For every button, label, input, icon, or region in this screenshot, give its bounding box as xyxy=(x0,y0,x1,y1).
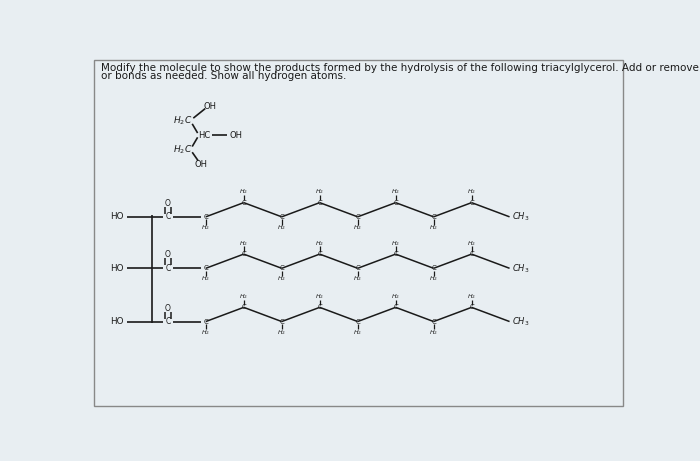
Text: C: C xyxy=(393,251,398,257)
Text: C: C xyxy=(356,319,360,325)
Text: $H_2$: $H_2$ xyxy=(239,188,248,196)
Text: $H_2$: $H_2$ xyxy=(277,274,286,284)
Text: $H_2$: $H_2$ xyxy=(353,328,362,337)
Text: C: C xyxy=(204,319,208,325)
Text: C: C xyxy=(241,200,246,206)
Text: $H_2$: $H_2$ xyxy=(239,239,248,248)
Text: OH: OH xyxy=(203,102,216,111)
Text: $H_2$: $H_2$ xyxy=(315,292,324,301)
Text: or bonds as needed. Show all hydrogen atoms.: or bonds as needed. Show all hydrogen at… xyxy=(101,71,346,81)
Text: C: C xyxy=(317,200,322,206)
Text: C: C xyxy=(431,265,436,272)
Text: C: C xyxy=(393,200,398,206)
Text: C: C xyxy=(431,319,436,325)
Text: $H_2$: $H_2$ xyxy=(239,292,248,301)
Text: $H_2$: $H_2$ xyxy=(315,188,324,196)
Text: $H_2$: $H_2$ xyxy=(353,274,362,284)
Text: $H_2$: $H_2$ xyxy=(201,223,210,232)
Text: HC: HC xyxy=(198,130,210,140)
Text: $H_2C$: $H_2C$ xyxy=(173,143,192,156)
Text: HO: HO xyxy=(111,317,124,326)
Text: Modify the molecule to show the products formed by the hydrolysis of the followi: Modify the molecule to show the products… xyxy=(101,63,700,73)
Text: OH: OH xyxy=(229,130,242,140)
Text: $H_2$: $H_2$ xyxy=(391,292,400,301)
Text: C: C xyxy=(165,264,170,273)
Text: C: C xyxy=(241,304,246,310)
Text: $H_2$: $H_2$ xyxy=(429,274,438,284)
Text: $H_2$: $H_2$ xyxy=(277,328,286,337)
Text: HO: HO xyxy=(111,264,124,273)
Text: $H_2$: $H_2$ xyxy=(277,223,286,232)
Text: HO: HO xyxy=(111,213,124,221)
Text: OH: OH xyxy=(195,160,208,169)
Text: $H_2C$: $H_2C$ xyxy=(173,115,192,127)
Text: $H_2$: $H_2$ xyxy=(201,274,210,284)
Text: C: C xyxy=(469,304,474,310)
Text: $H_2$: $H_2$ xyxy=(315,239,324,248)
Text: C: C xyxy=(469,200,474,206)
Text: C: C xyxy=(165,317,170,326)
Text: C: C xyxy=(165,213,170,221)
Text: C: C xyxy=(279,265,284,272)
Text: C: C xyxy=(279,319,284,325)
Text: O: O xyxy=(165,199,171,208)
Text: C: C xyxy=(241,251,246,257)
FancyBboxPatch shape xyxy=(94,59,624,406)
Text: $H_2$: $H_2$ xyxy=(391,239,400,248)
Text: $H_2$: $H_2$ xyxy=(201,328,210,337)
Text: $CH_3$: $CH_3$ xyxy=(512,262,530,275)
Text: $H_2$: $H_2$ xyxy=(467,292,476,301)
Text: $CH_3$: $CH_3$ xyxy=(512,315,530,328)
Text: C: C xyxy=(317,251,322,257)
Text: O: O xyxy=(165,250,171,260)
Text: O: O xyxy=(165,303,171,313)
Text: C: C xyxy=(356,214,360,220)
Text: C: C xyxy=(469,251,474,257)
Text: $H_2$: $H_2$ xyxy=(429,223,438,232)
Text: $H_2$: $H_2$ xyxy=(429,328,438,337)
Text: $CH_3$: $CH_3$ xyxy=(512,211,530,223)
Text: $H_2$: $H_2$ xyxy=(467,239,476,248)
Text: C: C xyxy=(431,214,436,220)
Text: C: C xyxy=(204,265,208,272)
Text: C: C xyxy=(393,304,398,310)
Text: C: C xyxy=(317,304,322,310)
Text: $H_2$: $H_2$ xyxy=(467,188,476,196)
Text: $H_2$: $H_2$ xyxy=(391,188,400,196)
Text: C: C xyxy=(279,214,284,220)
Text: C: C xyxy=(356,265,360,272)
Text: C: C xyxy=(204,214,208,220)
Text: $H_2$: $H_2$ xyxy=(353,223,362,232)
